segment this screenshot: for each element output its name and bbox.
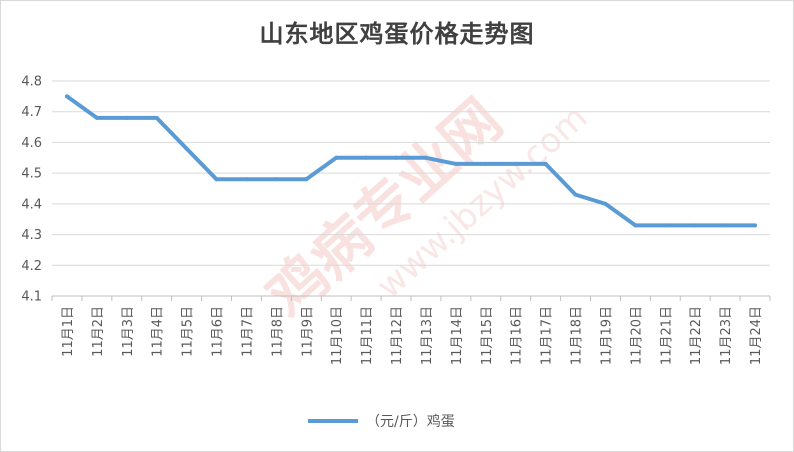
- data-point: [244, 177, 249, 182]
- x-tick-label: 11月2日: [91, 306, 106, 357]
- x-tick-label: 11月14日: [450, 306, 465, 365]
- data-point: [483, 161, 488, 166]
- x-tick-label: 11月24日: [749, 306, 764, 365]
- data-point: [154, 115, 159, 120]
- data-point: [184, 146, 189, 151]
- y-tick-label: 4.8: [21, 75, 42, 90]
- legend-label: （元/斤）鸡蛋: [366, 413, 455, 430]
- data-point: [723, 223, 728, 228]
- x-tick-label: 11月16日: [510, 306, 525, 365]
- x-tick-label: 11月19日: [599, 306, 614, 365]
- y-tick-label: 4.6: [21, 136, 42, 151]
- x-tick-label: 11月23日: [719, 306, 734, 365]
- data-point: [423, 155, 428, 160]
- x-tick-label: 11月6日: [211, 306, 226, 357]
- data-point: [364, 155, 369, 160]
- x-tick-label: 11月13日: [420, 306, 435, 365]
- x-tick-label: 11月9日: [300, 306, 315, 357]
- y-tick-label: 4.5: [21, 167, 42, 182]
- x-tick-label: 11月11日: [360, 306, 375, 365]
- y-tick-label: 4.4: [21, 197, 42, 212]
- x-tick-label: 11月3日: [121, 306, 136, 357]
- series-line: [65, 94, 757, 228]
- series: [64, 94, 758, 228]
- y-tick-label: 4.1: [21, 290, 42, 305]
- x-tick-label: 11月5日: [181, 306, 196, 357]
- chart-title: 山东地区鸡蛋价格走势图: [259, 20, 535, 48]
- x-tick-label: 11月12日: [390, 306, 405, 365]
- x-tick-label: 11月18日: [570, 306, 585, 365]
- data-point: [124, 115, 129, 120]
- x-tick-label: 11月17日: [540, 306, 555, 365]
- x-tick-label: 11月7日: [240, 306, 255, 357]
- data-point: [543, 161, 548, 166]
- x-tick-label: 11月20日: [629, 306, 644, 365]
- data-point: [64, 94, 69, 99]
- data-point: [633, 223, 638, 228]
- data-point: [753, 223, 758, 228]
- data-point: [453, 161, 458, 166]
- y-tick-label: 4.2: [21, 259, 42, 274]
- y-tick-label: 4.3: [21, 228, 42, 243]
- legend: （元/斤）鸡蛋: [308, 413, 455, 430]
- data-point: [274, 177, 279, 182]
- x-axis: 11月1日 11月2日 11月3日 11月4日 11月5日 11月6日 11月7日 11月8日…: [51, 296, 771, 365]
- x-tick-label: 11月4日: [151, 306, 166, 357]
- x-tick-label: 11月22日: [689, 306, 704, 365]
- data-point: [663, 223, 668, 228]
- x-tick-label: 11月15日: [480, 306, 495, 365]
- data-point: [513, 161, 518, 166]
- y-axis: 4.1 4.2 4.3 4.4 4.5 4.6 4.7 4.8: [21, 75, 42, 305]
- data-point: [573, 192, 578, 197]
- x-tick-label: 11月10日: [330, 306, 345, 365]
- data-point: [603, 201, 608, 206]
- x-tick-label: 11月1日: [61, 306, 76, 357]
- data-point: [94, 115, 99, 120]
- y-tick-label: 4.7: [21, 105, 42, 120]
- data-point: [394, 155, 399, 160]
- data-point: [214, 177, 219, 182]
- data-point: [693, 223, 698, 228]
- x-tick-label: 11月21日: [659, 306, 674, 365]
- data-point: [334, 155, 339, 160]
- x-tick-label: 11月8日: [270, 306, 285, 357]
- data-point: [304, 177, 309, 182]
